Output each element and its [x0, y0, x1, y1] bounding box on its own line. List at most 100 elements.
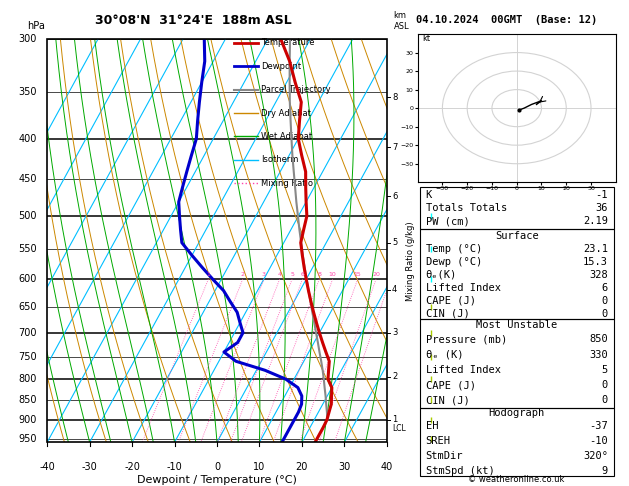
Text: Surface: Surface [495, 231, 538, 241]
Text: 15.3: 15.3 [583, 257, 608, 267]
Text: Parcel Trajectory: Parcel Trajectory [261, 85, 331, 94]
Text: Mixing Ratio (g/kg): Mixing Ratio (g/kg) [406, 221, 415, 300]
Text: Temperature: Temperature [261, 38, 314, 48]
Text: 0: 0 [601, 395, 608, 405]
Text: Dewp (°C): Dewp (°C) [426, 257, 482, 267]
Text: EH: EH [426, 421, 438, 431]
Text: Hodograph: Hodograph [489, 408, 545, 418]
Text: -20: -20 [124, 463, 140, 472]
Text: 5: 5 [290, 272, 294, 277]
Text: Wet Adiabat: Wet Adiabat [261, 132, 312, 141]
Text: © weatheronline.co.uk: © weatheronline.co.uk [467, 474, 564, 484]
Text: 6: 6 [392, 191, 398, 201]
Text: Pressure (mb): Pressure (mb) [426, 334, 507, 344]
Text: 7: 7 [392, 143, 398, 152]
Text: 450: 450 [18, 174, 37, 185]
Text: Temp (°C): Temp (°C) [426, 244, 482, 254]
Text: StmSpd (kt): StmSpd (kt) [426, 466, 494, 476]
Text: 400: 400 [19, 134, 37, 144]
Text: Totals Totals: Totals Totals [426, 203, 507, 213]
Text: LCL: LCL [392, 424, 406, 433]
Bar [420, 187, 614, 229]
Text: km
ASL: km ASL [394, 11, 409, 31]
Text: 650: 650 [18, 302, 37, 312]
Text: 328: 328 [589, 270, 608, 280]
Text: 0: 0 [601, 309, 608, 319]
Text: CAPE (J): CAPE (J) [426, 296, 476, 306]
Text: 6: 6 [601, 283, 608, 293]
Text: -10: -10 [167, 463, 182, 472]
Text: -37: -37 [589, 421, 608, 431]
Text: 4: 4 [392, 285, 397, 294]
Text: K: K [426, 190, 432, 200]
Text: 320°: 320° [583, 451, 608, 461]
Text: 900: 900 [19, 415, 37, 425]
Text: 10: 10 [329, 272, 337, 277]
Text: 3: 3 [262, 272, 266, 277]
Text: Isotherm: Isotherm [261, 156, 299, 164]
Text: Mixing Ratio: Mixing Ratio [261, 179, 313, 188]
Text: CAPE (J): CAPE (J) [426, 380, 476, 390]
Text: 20: 20 [372, 272, 380, 277]
Text: 20: 20 [296, 463, 308, 472]
Text: kt: kt [423, 35, 431, 43]
Text: Dewpoint / Temperature (°C): Dewpoint / Temperature (°C) [137, 474, 297, 485]
Text: 2.19: 2.19 [583, 216, 608, 226]
Text: 700: 700 [18, 328, 37, 338]
Text: 15: 15 [353, 272, 362, 277]
Text: 40: 40 [381, 463, 393, 472]
Text: CIN (J): CIN (J) [426, 395, 469, 405]
Text: 800: 800 [19, 374, 37, 384]
Text: Most Unstable: Most Unstable [476, 320, 557, 330]
Text: θₑ (K): θₑ (K) [426, 349, 463, 360]
Text: Lifted Index: Lifted Index [426, 365, 501, 375]
Text: 750: 750 [18, 352, 37, 362]
Text: PW (cm): PW (cm) [426, 216, 469, 226]
Text: -40: -40 [39, 463, 55, 472]
Text: 23.1: 23.1 [583, 244, 608, 254]
Text: 4: 4 [277, 272, 282, 277]
Text: 300: 300 [19, 34, 37, 44]
Text: -1: -1 [596, 190, 608, 200]
Text: 5: 5 [601, 365, 608, 375]
Text: -30: -30 [82, 463, 97, 472]
Text: 1: 1 [392, 416, 397, 424]
Text: 950: 950 [18, 434, 37, 444]
Text: 8: 8 [392, 93, 398, 102]
Text: 1: 1 [206, 272, 210, 277]
Text: 350: 350 [18, 87, 37, 97]
Text: 2: 2 [241, 272, 245, 277]
Text: hPa: hPa [27, 21, 45, 31]
Text: 6: 6 [301, 272, 304, 277]
Text: 600: 600 [19, 274, 37, 284]
Text: 36: 36 [596, 203, 608, 213]
Text: Lifted Index: Lifted Index [426, 283, 501, 293]
Text: 10: 10 [253, 463, 265, 472]
Text: -10: -10 [589, 436, 608, 446]
Text: 2: 2 [392, 372, 397, 382]
Bar [420, 319, 614, 408]
Text: 850: 850 [589, 334, 608, 344]
Text: 8: 8 [318, 272, 321, 277]
Text: 30°08'N  31°24'E  188m ASL: 30°08'N 31°24'E 188m ASL [95, 14, 292, 27]
Text: StmDir: StmDir [426, 451, 463, 461]
Bar [420, 408, 614, 476]
Text: 30: 30 [338, 463, 350, 472]
Text: 330: 330 [589, 349, 608, 360]
Text: θₑ(K): θₑ(K) [426, 270, 457, 280]
Text: SREH: SREH [426, 436, 450, 446]
Text: Dewpoint: Dewpoint [261, 62, 301, 71]
Text: 0: 0 [601, 380, 608, 390]
Bar [420, 229, 614, 319]
Text: 5: 5 [392, 238, 397, 247]
Text: 500: 500 [18, 211, 37, 221]
Text: 0: 0 [601, 296, 608, 306]
Text: CIN (J): CIN (J) [426, 309, 469, 319]
Text: 3: 3 [392, 328, 398, 337]
Text: 9: 9 [601, 466, 608, 476]
Text: 850: 850 [18, 395, 37, 405]
Text: Dry Adiabat: Dry Adiabat [261, 108, 311, 118]
Text: 04.10.2024  00GMT  (Base: 12): 04.10.2024 00GMT (Base: 12) [416, 15, 597, 25]
Text: 0: 0 [214, 463, 220, 472]
Text: 550: 550 [18, 244, 37, 254]
